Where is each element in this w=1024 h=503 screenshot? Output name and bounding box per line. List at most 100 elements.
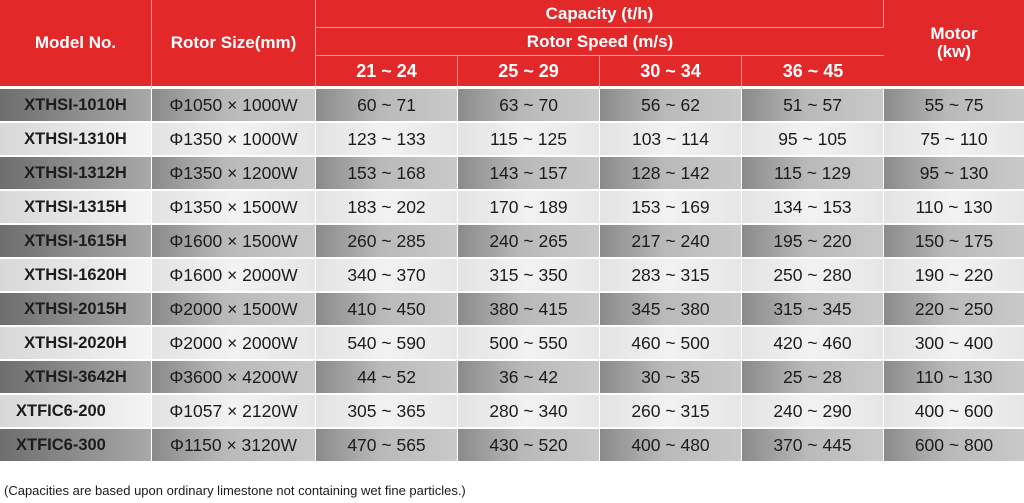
capacity-cell: 44 ~ 52 (316, 361, 458, 395)
table-row: XTHSI-3642H Φ3600 × 4200W 44 ~ 52 36 ~ 4… (0, 361, 1024, 395)
capacity-cell: 380 ~ 415 (458, 293, 600, 327)
model-cell: XTFIC6-300 (0, 429, 152, 463)
capacity-cell: 345 ~ 380 (600, 293, 742, 327)
model-cell: XTHSI-3642H (0, 361, 152, 395)
rotor-cell: Φ1600 × 2000W (152, 259, 316, 293)
capacity-cell: 315 ~ 345 (742, 293, 884, 327)
table-row: XTHSI-1312H Φ1350 × 1200W 153 ~ 168 143 … (0, 157, 1024, 191)
capacity-cell: 240 ~ 265 (458, 225, 600, 259)
model-cell: XTFIC6-200 (0, 395, 152, 429)
table-row: XTHSI-1310H Φ1350 × 1000W 123 ~ 133 115 … (0, 123, 1024, 157)
capacity-cell: 143 ~ 157 (458, 157, 600, 191)
model-cell: XTHSI-1615H (0, 225, 152, 259)
table-body: XTHSI-1010H Φ1050 × 1000W 60 ~ 71 63 ~ 7… (0, 89, 1024, 463)
rotor-cell: Φ2000 × 2000W (152, 327, 316, 361)
model-cell: XTHSI-1315H (0, 191, 152, 225)
header-rotor-speed: Rotor Speed (m/s) (316, 28, 884, 56)
motor-cell: 110 ~ 130 (884, 361, 1024, 395)
capacity-cell: 195 ~ 220 (742, 225, 884, 259)
capacity-cell: 460 ~ 500 (600, 327, 742, 361)
capacity-cell: 420 ~ 460 (742, 327, 884, 361)
capacity-cell: 410 ~ 450 (316, 293, 458, 327)
capacity-cell: 500 ~ 550 (458, 327, 600, 361)
capacity-cell: 63 ~ 70 (458, 89, 600, 123)
model-cell: XTHSI-1310H (0, 123, 152, 157)
capacity-cell: 430 ~ 520 (458, 429, 600, 463)
header-model: Model No. (0, 0, 152, 89)
capacity-cell: 128 ~ 142 (600, 157, 742, 191)
rotor-cell: Φ2000 × 1500W (152, 293, 316, 327)
model-cell: XTHSI-2015H (0, 293, 152, 327)
header-capacity: Capacity (t/h) (316, 0, 884, 28)
capacity-cell: 153 ~ 168 (316, 157, 458, 191)
header-speed-4: 36 ~ 45 (742, 56, 884, 89)
capacity-cell: 315 ~ 350 (458, 259, 600, 293)
capacity-cell: 134 ~ 153 (742, 191, 884, 225)
capacity-cell: 95 ~ 105 (742, 123, 884, 157)
rotor-cell: Φ1600 × 1500W (152, 225, 316, 259)
rotor-cell: Φ1050 × 1000W (152, 89, 316, 123)
table-row: XTHSI-1315H Φ1350 × 1500W 183 ~ 202 170 … (0, 191, 1024, 225)
capacity-cell: 470 ~ 565 (316, 429, 458, 463)
rotor-cell: Φ1057 × 2120W (152, 395, 316, 429)
header-speed-1: 21 ~ 24 (316, 56, 458, 89)
header-speed-3: 30 ~ 34 (600, 56, 742, 89)
capacity-cell: 115 ~ 125 (458, 123, 600, 157)
motor-cell: 300 ~ 400 (884, 327, 1024, 361)
rotor-cell: Φ1350 × 1500W (152, 191, 316, 225)
capacity-cell: 56 ~ 62 (600, 89, 742, 123)
capacity-cell: 260 ~ 315 (600, 395, 742, 429)
model-cell: XTHSI-1312H (0, 157, 152, 191)
table-row: XTFIC6-200 Φ1057 × 2120W 305 ~ 365 280 ~… (0, 395, 1024, 429)
capacity-cell: 240 ~ 290 (742, 395, 884, 429)
motor-cell: 75 ~ 110 (884, 123, 1024, 157)
motor-cell: 55 ~ 75 (884, 89, 1024, 123)
model-cell: XTHSI-1010H (0, 89, 152, 123)
motor-cell: 110 ~ 130 (884, 191, 1024, 225)
table-row: XTHSI-2020H Φ2000 × 2000W 540 ~ 590 500 … (0, 327, 1024, 361)
rotor-cell: Φ1150 × 3120W (152, 429, 316, 463)
capacity-cell: 400 ~ 480 (600, 429, 742, 463)
capacity-cell: 217 ~ 240 (600, 225, 742, 259)
capacity-cell: 153 ~ 169 (600, 191, 742, 225)
table-row: XTHSI-1010H Φ1050 × 1000W 60 ~ 71 63 ~ 7… (0, 89, 1024, 123)
capacity-cell: 30 ~ 35 (600, 361, 742, 395)
footnote: (Capacities are based upon ordinary lime… (4, 483, 466, 498)
header-rotor-size: Rotor Size(mm) (152, 0, 316, 89)
capacity-cell: 340 ~ 370 (316, 259, 458, 293)
capacity-cell: 60 ~ 71 (316, 89, 458, 123)
motor-cell: 150 ~ 175 (884, 225, 1024, 259)
rotor-cell: Φ3600 × 4200W (152, 361, 316, 395)
model-cell: XTHSI-1620H (0, 259, 152, 293)
capacity-cell: 115 ~ 129 (742, 157, 884, 191)
capacity-cell: 540 ~ 590 (316, 327, 458, 361)
capacity-cell: 25 ~ 28 (742, 361, 884, 395)
table-row: XTHSI-2015H Φ2000 × 1500W 410 ~ 450 380 … (0, 293, 1024, 327)
capacity-cell: 260 ~ 285 (316, 225, 458, 259)
motor-cell: 400 ~ 600 (884, 395, 1024, 429)
table-row: XTFIC6-300 Φ1150 × 3120W 470 ~ 565 430 ~… (0, 429, 1024, 463)
capacity-cell: 103 ~ 114 (600, 123, 742, 157)
capacity-cell: 250 ~ 280 (742, 259, 884, 293)
model-cell: XTHSI-2020H (0, 327, 152, 361)
rotor-cell: Φ1350 × 1000W (152, 123, 316, 157)
capacity-cell: 370 ~ 445 (742, 429, 884, 463)
motor-cell: 220 ~ 250 (884, 293, 1024, 327)
header-motor: Motor (kw) (884, 0, 1024, 89)
motor-cell: 600 ~ 800 (884, 429, 1024, 463)
header-speed-2: 25 ~ 29 (458, 56, 600, 89)
motor-cell: 95 ~ 130 (884, 157, 1024, 191)
capacity-cell: 170 ~ 189 (458, 191, 600, 225)
table-header: Model No. Rotor Size(mm) Capacity (t/h) … (0, 0, 1024, 89)
motor-cell: 190 ~ 220 (884, 259, 1024, 293)
specification-table: Model No. Rotor Size(mm) Capacity (t/h) … (0, 0, 1024, 463)
capacity-cell: 183 ~ 202 (316, 191, 458, 225)
table-row: XTHSI-1620H Φ1600 × 2000W 340 ~ 370 315 … (0, 259, 1024, 293)
table-row: XTHSI-1615H Φ1600 × 1500W 260 ~ 285 240 … (0, 225, 1024, 259)
capacity-cell: 280 ~ 340 (458, 395, 600, 429)
capacity-cell: 305 ~ 365 (316, 395, 458, 429)
rotor-cell: Φ1350 × 1200W (152, 157, 316, 191)
capacity-cell: 51 ~ 57 (742, 89, 884, 123)
capacity-cell: 36 ~ 42 (458, 361, 600, 395)
